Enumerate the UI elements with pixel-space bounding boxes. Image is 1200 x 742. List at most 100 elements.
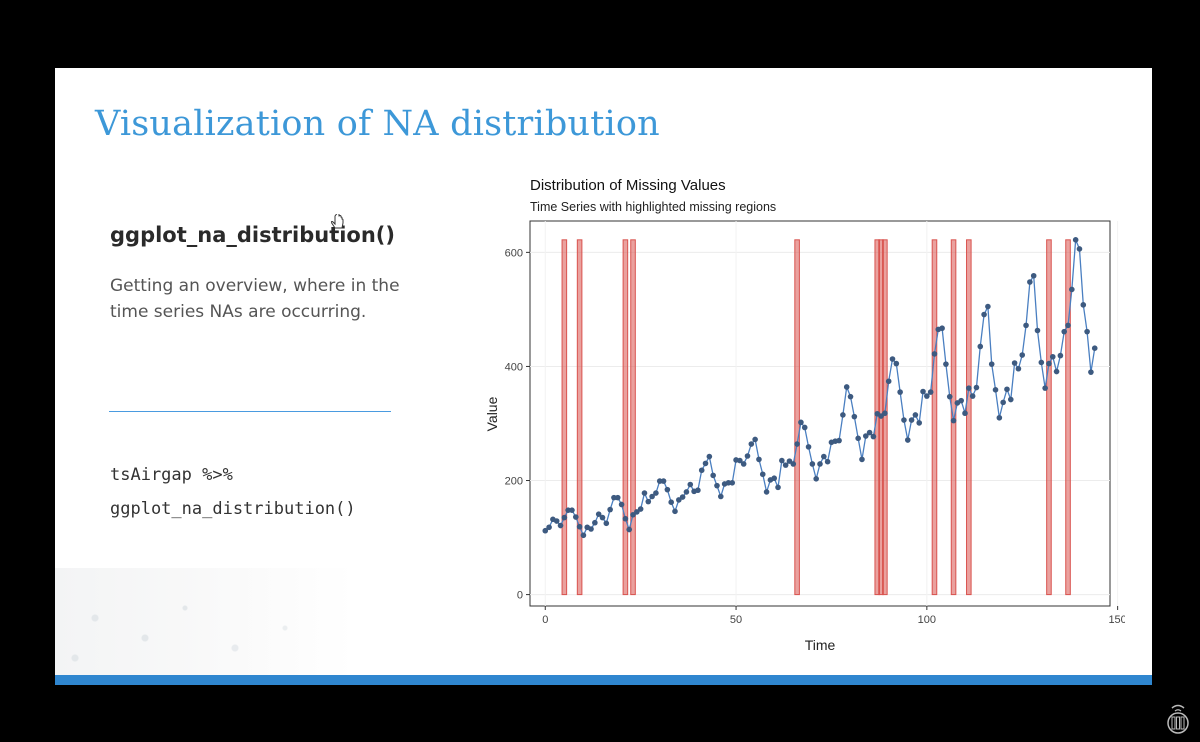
missing-value-bar	[931, 239, 938, 596]
data-point	[1046, 360, 1052, 367]
data-point	[798, 419, 804, 426]
x-tick-label: 0	[542, 614, 548, 626]
data-point	[897, 389, 903, 395]
data-point	[912, 412, 919, 418]
data-point	[729, 480, 736, 486]
data-point	[817, 461, 823, 467]
data-point	[576, 523, 583, 530]
data-point	[1076, 246, 1083, 252]
data-point	[943, 361, 949, 367]
data-point	[962, 410, 968, 417]
background-dot-pattern	[55, 568, 355, 675]
y-axis-label: Value	[484, 396, 500, 431]
data-point	[553, 518, 560, 524]
data-point	[885, 378, 892, 385]
data-point	[809, 461, 816, 467]
data-point	[1065, 322, 1071, 329]
data-point	[1072, 237, 1079, 243]
data-point	[710, 472, 716, 479]
data-point	[805, 444, 812, 450]
data-point	[717, 493, 724, 500]
data-point	[790, 461, 797, 467]
slide-footer-bar	[55, 675, 1152, 685]
code-line: tsAirgap %>%	[110, 465, 233, 485]
data-point	[626, 526, 633, 533]
data-point	[1049, 353, 1056, 360]
chart-title: Distribution of Missing Values	[530, 177, 726, 194]
data-point	[1015, 365, 1022, 372]
data-point	[908, 417, 915, 423]
x-axis-label: Time	[805, 637, 836, 653]
data-point	[634, 509, 640, 515]
data-point	[950, 417, 957, 424]
missing-value-bar	[1046, 239, 1052, 596]
data-point	[1027, 279, 1033, 285]
data-point	[847, 393, 854, 400]
data-point	[985, 303, 991, 310]
code-snippet: tsAirgap %>% ggplot_na_distribution()	[110, 458, 356, 526]
data-point	[878, 413, 884, 419]
data-point	[843, 384, 850, 390]
data-point	[603, 520, 610, 527]
data-point	[996, 414, 1003, 421]
data-point	[916, 420, 923, 426]
y-tick-label: 600	[505, 247, 523, 259]
missing-value-bar	[1065, 239, 1071, 596]
data-point	[660, 478, 667, 484]
x-tick-label: 100	[918, 614, 936, 626]
data-point	[614, 494, 621, 501]
data-point	[775, 484, 781, 491]
data-point	[618, 501, 625, 508]
missing-value-bar	[630, 239, 636, 596]
data-point	[1038, 359, 1045, 366]
data-point	[561, 514, 568, 521]
data-point	[557, 522, 564, 529]
data-point	[748, 441, 755, 447]
data-point	[966, 385, 972, 391]
data-point	[920, 388, 926, 395]
data-point	[744, 453, 751, 459]
data-point	[637, 506, 644, 512]
data-point	[977, 343, 984, 350]
data-point	[813, 476, 819, 482]
data-point	[771, 475, 778, 482]
data-point	[1023, 322, 1029, 329]
data-point	[668, 499, 674, 505]
data-point	[1034, 327, 1041, 334]
x-axis: 0 50 100 150	[542, 606, 1125, 626]
data-point	[779, 457, 785, 464]
data-point	[676, 497, 682, 503]
x-tick-label: 150	[1108, 614, 1125, 626]
data-point	[607, 506, 613, 513]
data-point	[1000, 399, 1006, 406]
slide-description: Getting an overview, where in the time s…	[110, 276, 400, 322]
data-point	[683, 489, 690, 495]
data-point	[969, 393, 976, 399]
data-point	[801, 424, 808, 431]
missing-value-bar	[966, 239, 972, 596]
data-point	[901, 417, 907, 423]
data-point	[851, 413, 858, 420]
data-point	[756, 456, 762, 463]
data-point	[794, 441, 800, 447]
slide: Visualization of NA distribution ggplot_…	[55, 68, 1152, 675]
data-point	[1057, 352, 1064, 359]
data-point	[672, 508, 678, 515]
data-point	[786, 458, 793, 464]
series-layer	[542, 237, 1098, 539]
data-point	[904, 437, 911, 443]
data-point	[1004, 386, 1010, 393]
data-point	[1053, 368, 1060, 375]
data-point	[824, 458, 831, 465]
data-point	[569, 507, 575, 513]
data-point	[840, 412, 846, 418]
data-point	[572, 514, 579, 520]
data-point	[1084, 328, 1090, 335]
data-point	[592, 519, 598, 526]
data-point	[821, 453, 827, 460]
data-point	[752, 436, 758, 443]
data-point	[653, 490, 659, 496]
na-distribution-chart: Distribution of Missing Values Time Seri…	[484, 177, 1125, 653]
data-point	[782, 462, 789, 468]
section-divider	[109, 411, 391, 412]
